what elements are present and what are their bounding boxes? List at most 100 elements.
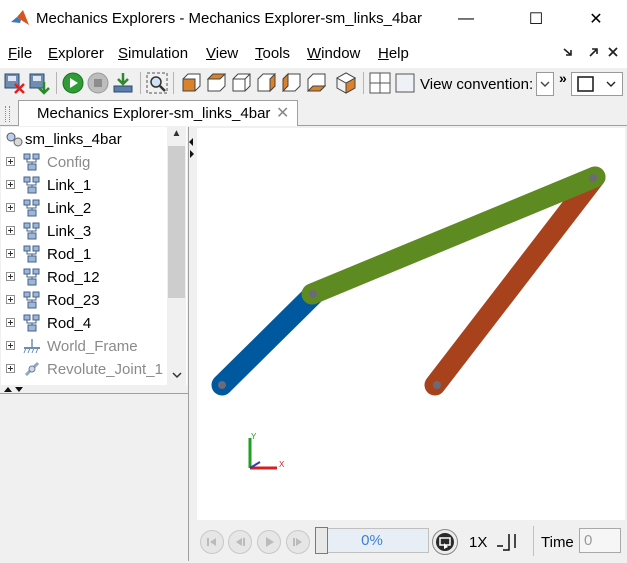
tree-item-rod-1[interactable]: Rod_1 bbox=[1, 243, 167, 266]
scroll-down-icon[interactable] bbox=[167, 367, 186, 383]
toolbar-separator bbox=[140, 72, 141, 94]
joint-marker bbox=[589, 174, 597, 182]
expand-icon[interactable] bbox=[6, 364, 15, 373]
minimize-icon: — bbox=[458, 10, 474, 27]
maximize-button[interactable]: ☐ bbox=[513, 0, 559, 38]
loop-icon bbox=[436, 533, 454, 551]
menu-help[interactable]: Help bbox=[378, 45, 409, 62]
close-button[interactable]: ✕ bbox=[573, 0, 619, 38]
expand-icon[interactable] bbox=[6, 272, 15, 281]
rate-step-icon[interactable] bbox=[495, 530, 523, 554]
vertical-splitter[interactable] bbox=[188, 127, 196, 561]
tree-root[interactable]: sm_links_4bar bbox=[1, 128, 167, 151]
expand-icon[interactable] bbox=[6, 157, 15, 166]
subsystem-icon bbox=[23, 222, 41, 240]
scroll-up-icon[interactable]: ▲ bbox=[171, 128, 182, 139]
axis-triad: Y X bbox=[248, 432, 285, 470]
link-coupler bbox=[301, 166, 606, 305]
subsystem-icon bbox=[23, 268, 41, 286]
collapse-arrows-icon[interactable] bbox=[188, 137, 196, 161]
tab-close-icon[interactable]: ✕ bbox=[276, 105, 290, 122]
close-panel-icon[interactable] bbox=[607, 46, 619, 58]
stop-icon[interactable] bbox=[86, 71, 110, 95]
menu-view[interactable]: View bbox=[206, 45, 238, 62]
tree-item-label: Rod_12 bbox=[47, 269, 100, 286]
expand-icon[interactable] bbox=[6, 341, 15, 350]
expand-icon[interactable] bbox=[6, 249, 15, 258]
progress-slider-thumb[interactable] bbox=[315, 527, 328, 554]
save-model-icon[interactable] bbox=[28, 71, 52, 95]
expand-icon[interactable] bbox=[6, 226, 15, 235]
view-back-icon[interactable] bbox=[205, 71, 229, 95]
tree-item-link-2[interactable]: Link_2 bbox=[1, 197, 167, 220]
menu-simulation[interactable]: Simulation bbox=[118, 45, 188, 62]
view-mode-dropdown[interactable] bbox=[571, 72, 623, 96]
tree-item-link-3[interactable]: Link_3 bbox=[1, 220, 167, 243]
tab-label: Mechanics Explorer-sm_links_4bar bbox=[37, 105, 271, 122]
view-convention-dropdown[interactable] bbox=[536, 72, 554, 96]
dock-icon[interactable] bbox=[588, 46, 600, 58]
playback-progress-slider[interactable] bbox=[315, 528, 429, 553]
view-front-icon[interactable] bbox=[180, 71, 204, 95]
run-icon[interactable] bbox=[61, 71, 85, 95]
toolbar-overflow-icon[interactable]: » bbox=[559, 70, 567, 86]
four-view-icon[interactable] bbox=[368, 71, 392, 95]
tree-item-label: World_Frame bbox=[47, 338, 138, 355]
menu-explorer[interactable]: Explorer bbox=[48, 45, 104, 62]
tree-item-label: Rod_4 bbox=[47, 315, 92, 332]
subsystem-icon bbox=[23, 245, 41, 263]
toolbar: View convention: » bbox=[0, 68, 627, 100]
close-model-icon[interactable] bbox=[3, 71, 27, 95]
view-left-icon[interactable] bbox=[230, 71, 254, 95]
step-forward-button[interactable] bbox=[286, 530, 310, 554]
tree-item-rod-12[interactable]: Rod_12 bbox=[1, 266, 167, 289]
view-top-icon[interactable] bbox=[280, 71, 304, 95]
expand-icon[interactable] bbox=[6, 295, 15, 304]
tree-item-label: Link_2 bbox=[47, 200, 92, 217]
tab-grip[interactable] bbox=[5, 106, 10, 122]
tree-root-label: sm_links_4bar bbox=[25, 131, 122, 148]
menu-tools[interactable]: Tools bbox=[255, 45, 290, 62]
view-bottom-icon[interactable] bbox=[305, 71, 329, 95]
expand-icon[interactable] bbox=[6, 180, 15, 189]
tab-mechanics-explorer[interactable]: Mechanics Explorer-sm_links_4bar ✕ bbox=[18, 100, 298, 126]
step-back-button[interactable] bbox=[228, 530, 252, 554]
skip-to-start-button[interactable] bbox=[200, 530, 224, 554]
time-field[interactable]: 0 bbox=[579, 528, 621, 553]
menu-file-label: File bbox=[8, 45, 33, 62]
view-right-icon[interactable] bbox=[255, 71, 279, 95]
menu-file[interactable]: File bbox=[8, 45, 32, 62]
linkage-view: Y X bbox=[211, 166, 606, 470]
tree-item-rod-4[interactable]: Rod_4 bbox=[1, 312, 167, 335]
joint-marker bbox=[433, 381, 441, 389]
menu-window[interactable]: Window bbox=[307, 45, 360, 62]
tree-item-link-1[interactable]: Link_1 bbox=[1, 174, 167, 197]
splitter-arrows-icon[interactable] bbox=[3, 385, 33, 394]
view-isometric-icon[interactable] bbox=[334, 71, 358, 95]
undock-icon[interactable] bbox=[562, 46, 574, 58]
chevron-down-icon bbox=[540, 81, 550, 87]
loop-button[interactable] bbox=[432, 529, 458, 555]
progress-percent: 0% bbox=[361, 532, 383, 549]
title-bar[interactable]: Mechanics Explorers - Mechanics Explorer… bbox=[0, 0, 627, 38]
mechanics-canvas[interactable]: Y X bbox=[197, 128, 625, 520]
playback-rate[interactable]: 1X bbox=[469, 534, 488, 551]
single-pane-icon bbox=[577, 76, 616, 92]
expand-icon[interactable] bbox=[6, 318, 15, 327]
tree-item-config[interactable]: Config bbox=[1, 151, 167, 174]
step-icon[interactable] bbox=[111, 71, 135, 95]
tree-item-rod-23[interactable]: Rod_23 bbox=[1, 289, 167, 312]
skip-start-icon bbox=[207, 538, 216, 546]
single-view-icon[interactable] bbox=[393, 71, 417, 95]
tree-item-world-frame[interactable]: World_Frame bbox=[1, 335, 167, 358]
minimize-button[interactable]: — bbox=[443, 0, 489, 38]
maximize-icon: ☐ bbox=[528, 11, 544, 28]
playback-separator bbox=[533, 526, 534, 556]
tree-item-revolute-joint-1[interactable]: Revolute_Joint_1 bbox=[1, 358, 167, 381]
zoom-fit-icon[interactable] bbox=[145, 71, 169, 95]
panel-splitter[interactable] bbox=[0, 385, 190, 394]
expand-icon[interactable] bbox=[6, 203, 15, 212]
play-button[interactable] bbox=[257, 530, 281, 554]
tree-scrollbar-thumb[interactable] bbox=[168, 146, 185, 298]
subsystem-icon bbox=[23, 314, 41, 332]
